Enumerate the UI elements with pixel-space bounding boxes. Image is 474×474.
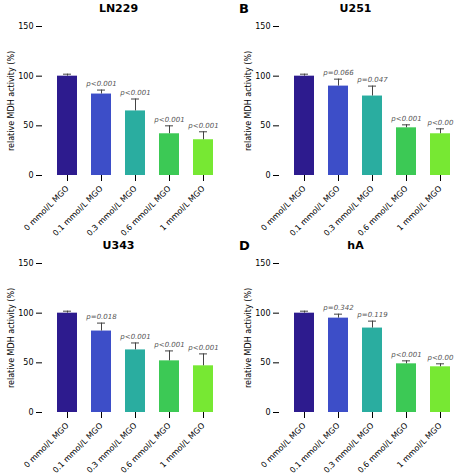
svg-text:50: 50: [260, 121, 270, 130]
svg-text:100: 100: [18, 309, 33, 318]
svg-text:150: 150: [255, 259, 270, 268]
svg-text:p<0.001: p<0.001: [85, 80, 116, 88]
svg-text:0: 0: [28, 408, 33, 417]
svg-text:p=0.018: p=0.018: [85, 313, 117, 321]
html-text:U251: U251: [339, 2, 372, 15]
html-text:B: B: [239, 1, 249, 16]
svg-text:50: 50: [23, 358, 33, 367]
svg-text:p<0.001: p<0.001: [119, 333, 150, 341]
svg-text:0 mmol/L MGO: 0 mmol/L MGO: [22, 421, 71, 470]
html-text:hA: hA: [347, 239, 364, 252]
svg-text:p=0.119: p=0.119: [356, 311, 388, 319]
html-text:LN229: LN229: [98, 2, 139, 15]
svg-text:1 mmol/L MGO: 1 mmol/L MGO: [158, 421, 206, 469]
svg-text:150: 150: [18, 259, 33, 268]
svg-text:p=0.066: p=0.066: [322, 69, 354, 77]
svg-text:p=0.047: p=0.047: [356, 76, 388, 84]
svg-text:p<0.001: p<0.001: [390, 351, 421, 359]
svg-text:1 mmol/L MGO: 1 mmol/L MGO: [158, 184, 206, 232]
svg-text:50: 50: [23, 121, 33, 130]
svg-text:100: 100: [255, 309, 270, 318]
svg-text:relative MDH activity (%): relative MDH activity (%): [7, 288, 16, 388]
html-text:U343: U343: [102, 239, 135, 252]
svg-text:0: 0: [28, 171, 33, 180]
svg-text:150: 150: [255, 22, 270, 31]
svg-text:0: 0: [265, 408, 270, 417]
svg-text:50: 50: [260, 358, 270, 367]
svg-text:p<0.001: p<0.001: [153, 341, 184, 349]
svg-text:0 mmol/L MGO: 0 mmol/L MGO: [259, 421, 308, 470]
svg-text:p=0.342: p=0.342: [322, 304, 354, 312]
svg-text:150: 150: [18, 22, 33, 31]
svg-text:0 mmol/L MGO: 0 mmol/L MGO: [259, 184, 308, 233]
html-text:D: D: [239, 238, 250, 253]
svg-text:p<0.00: p<0.00: [427, 119, 454, 127]
svg-text:relative MDH activity (%): relative MDH activity (%): [7, 51, 16, 151]
svg-text:p<0.001: p<0.001: [187, 344, 218, 352]
svg-text:relative MDH activity (%): relative MDH activity (%): [244, 288, 253, 388]
svg-text:p<0.001: p<0.001: [119, 89, 150, 97]
svg-text:p<0.001: p<0.001: [187, 122, 218, 130]
svg-text:1 mmol/L MGO: 1 mmol/L MGO: [395, 421, 443, 469]
svg-text:relative MDH activity (%): relative MDH activity (%): [244, 51, 253, 151]
svg-text:p<0.001: p<0.001: [153, 116, 184, 124]
svg-text:p<0.00: p<0.00: [427, 354, 454, 362]
svg-text:100: 100: [18, 72, 33, 81]
svg-text:p<0.001: p<0.001: [390, 115, 421, 123]
svg-text:0: 0: [265, 171, 270, 180]
svg-text:1 mmol/L MGO: 1 mmol/L MGO: [395, 184, 443, 232]
svg-text:100: 100: [255, 72, 270, 81]
svg-text:0 mmol/L MGO: 0 mmol/L MGO: [22, 184, 71, 233]
